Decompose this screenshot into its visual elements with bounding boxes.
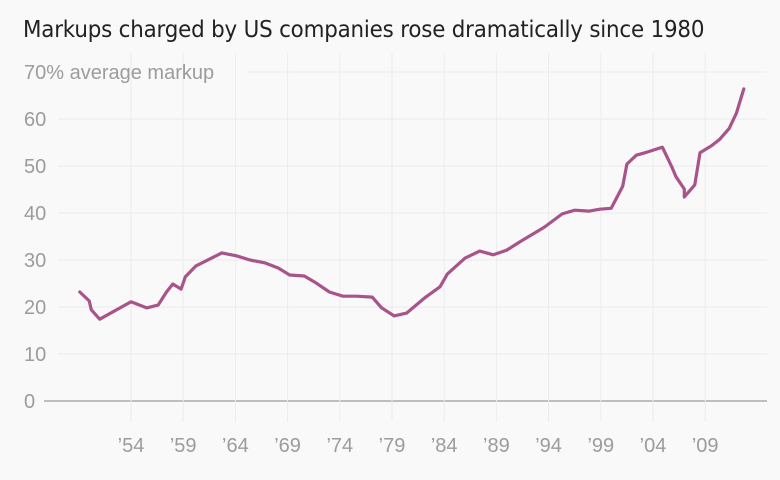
x-tick-label: ’69: [274, 435, 301, 457]
y-tick-label: 0: [24, 391, 35, 413]
y-tick-label: 60: [24, 109, 46, 131]
x-tick-labels: ’54 ’59 ’64 ’69 ’74 ’79 ’84 ’89 ’94 ’99 ’04 ’09: [118, 435, 719, 457]
x-tick-label: ’89: [483, 435, 510, 457]
y-gridlines: [44, 71, 767, 402]
y-tick-label: 70% average markup: [24, 62, 214, 84]
x-tick-label: ’84: [431, 435, 458, 457]
series-line: [78, 87, 746, 321]
x-tick-label: ’59: [170, 435, 197, 457]
x-tick-label: ’79: [379, 435, 406, 457]
y-tick-label: 20: [24, 297, 46, 319]
x-tick-label: ’54: [118, 435, 145, 457]
y-tick-label: 50: [24, 156, 46, 178]
y-tick-labels: 0 10 20 30 40 50 60 70% average markup: [24, 62, 214, 413]
x-tick-label: ’64: [222, 435, 249, 457]
y-tick-label: 10: [24, 344, 46, 366]
x-tick-label: ’09: [692, 435, 719, 457]
x-gridlines: [130, 53, 706, 422]
chart-title: Markups charged by US companies rose dra…: [23, 17, 705, 43]
x-tick-label: ’94: [535, 435, 562, 457]
y-tick-label: 30: [24, 250, 46, 272]
x-tick-label: ’74: [326, 435, 353, 457]
x-tick-label: ’04: [640, 435, 667, 457]
y-tick-label: 40: [24, 203, 46, 225]
x-tick-label: ’99: [587, 435, 614, 457]
series-group: [78, 87, 746, 321]
